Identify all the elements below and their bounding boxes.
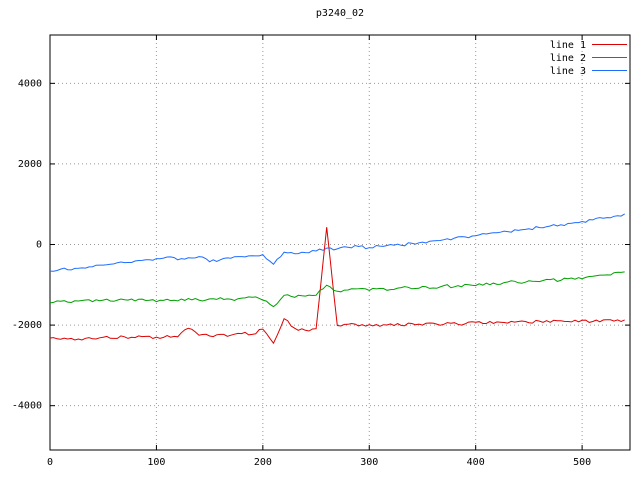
series-line-2 xyxy=(49,271,625,308)
x-tick-label: 300 xyxy=(360,457,378,468)
x-tick-label: 400 xyxy=(467,457,485,468)
legend-label: line 3 xyxy=(550,66,586,77)
y-tick-label: 0 xyxy=(36,240,42,251)
x-tick-label: 0 xyxy=(47,457,53,468)
x-tick-label: 500 xyxy=(573,457,591,468)
y-tick-label: 4000 xyxy=(18,78,42,89)
plot-border xyxy=(49,34,631,451)
y-tick-label: -2000 xyxy=(12,320,42,331)
x-tick-label: 100 xyxy=(147,457,165,468)
y-tick-label: -4000 xyxy=(12,401,42,412)
x-tick-label: 200 xyxy=(254,457,272,468)
legend-label: line 2 xyxy=(550,53,586,64)
chart-title: p3240_02 xyxy=(315,8,365,19)
series-line-1 xyxy=(49,227,625,345)
y-tick-label: 2000 xyxy=(18,159,42,170)
series-line-3 xyxy=(49,213,625,272)
legend-label: line 1 xyxy=(550,40,586,51)
